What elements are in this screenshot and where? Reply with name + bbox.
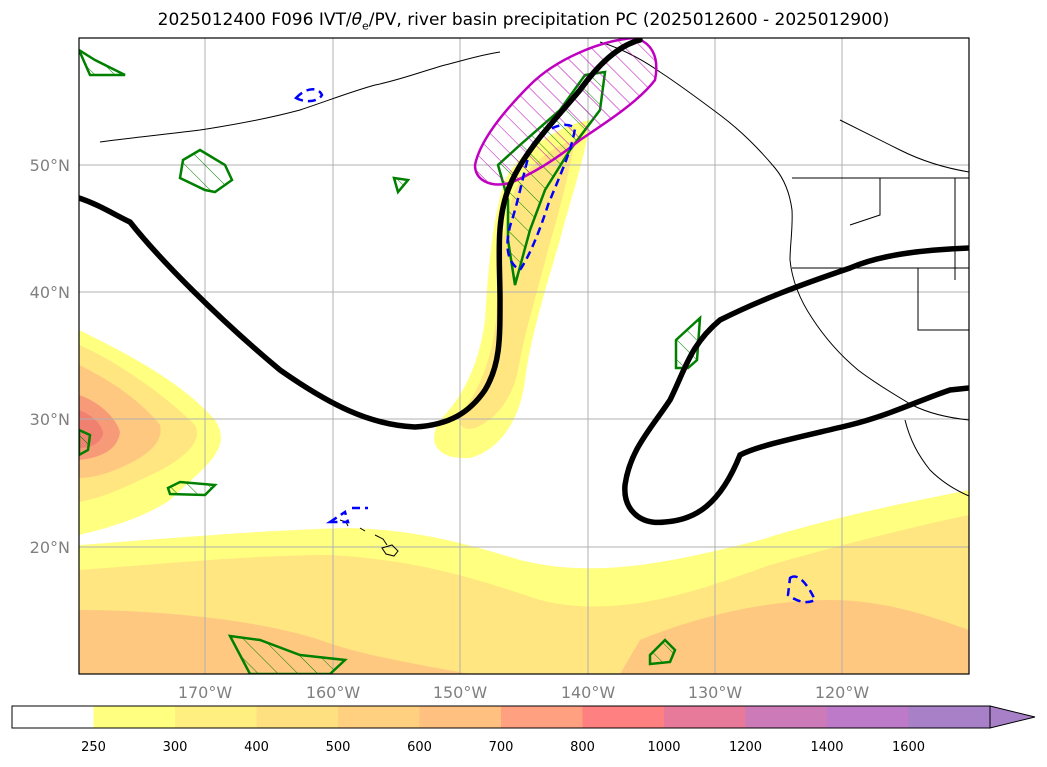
colorbar-tick-label: 1400	[810, 740, 843, 755]
lat-label-50n: 50°N	[30, 156, 70, 175]
lon-label-160w: 160°W	[306, 683, 361, 702]
theta-symbol: θ	[351, 10, 362, 30]
ivt-band-south-orange	[79, 365, 969, 674]
title-rest-text: /PV, river basin precipitation PC (20250…	[368, 10, 890, 30]
green-contour-south1	[166, 480, 218, 497]
map-title: 2025012400 F096 IVT/θe/PV, river basin p…	[0, 10, 1047, 32]
colorbar-tick-label: 1000	[647, 740, 680, 755]
colorbar-extend-arrow	[989, 705, 1036, 729]
green-contour-south3	[648, 638, 677, 666]
ivt-atmospheric-river	[434, 120, 590, 459]
colorbar-swatch	[93, 706, 176, 728]
green-contour-south2	[227, 634, 348, 674]
colorbar-swatch	[419, 706, 502, 728]
alaska-canada-coast	[599, 41, 969, 421]
colorbar-swatch	[827, 706, 909, 728]
lon-label-170w: 170°W	[178, 683, 233, 702]
blue-contours	[294, 88, 817, 604]
lon-label-130w: 130°W	[688, 683, 743, 702]
green-contour-west	[79, 428, 92, 457]
colorbar-tick-label: 1600	[892, 740, 925, 755]
colorbar-swatch	[745, 706, 828, 728]
colorbar-tick-label: 250	[81, 740, 106, 755]
blue-contour-aleutian	[294, 88, 324, 103]
ivt-plume-mid	[459, 140, 575, 429]
colorbar-tick-label: 400	[244, 740, 269, 755]
lat-label-20n: 20°N	[30, 538, 70, 557]
colorbar-swatch	[501, 706, 583, 728]
colorbar-swatch	[338, 706, 420, 728]
lon-label-140w: 140°W	[561, 683, 616, 702]
colorbar-swatch	[908, 706, 991, 728]
map-frame	[78, 37, 970, 675]
green-contour-nw-corner	[79, 48, 126, 77]
colorbar-swatch	[256, 706, 339, 728]
pv-line-cutoff	[622, 245, 969, 526]
colorbar-swatch	[175, 706, 257, 728]
blue-contour-ar	[506, 123, 577, 272]
colorbar-tick-label: 300	[163, 740, 188, 755]
pv-line-trough	[79, 38, 643, 430]
aleutian-coast	[99, 51, 501, 143]
colorbar-tick-label: 500	[326, 740, 351, 755]
lat-label-40n: 40°N	[30, 283, 70, 302]
green-contour-small	[392, 176, 411, 195]
ivt-colorbar: 250 300 400 500 600 700 800 1000 1200 1400 1600	[11, 705, 1036, 755]
pv-contour-lines	[79, 38, 969, 526]
colorbar-tick-label: 1200	[729, 740, 762, 755]
title-run-text: 2025012400 F096 IVT/	[157, 10, 352, 30]
us-state-borders	[792, 177, 969, 331]
baja-coast	[904, 419, 969, 497]
bc-inner-coast	[839, 119, 969, 173]
lat-label-30n: 30°N	[30, 410, 70, 429]
green-contour-central	[674, 314, 702, 370]
colorbar-swatch	[582, 706, 665, 728]
colorbar-swatch	[12, 706, 94, 728]
colorbar-frame	[11, 705, 991, 729]
colorbar-tick-label: 800	[570, 740, 595, 755]
map-plot-area	[79, 38, 969, 674]
colorbar-tick-label: 600	[407, 740, 432, 755]
colorbar-tick-label: 700	[489, 740, 514, 755]
lon-label-150w: 150°W	[433, 683, 488, 702]
theta-subscript: e	[362, 19, 369, 33]
ivt-band-south-mid	[79, 345, 969, 674]
lon-label-120w: 120°W	[815, 683, 870, 702]
blue-contour-hawaii	[325, 506, 368, 524]
green-contour-pacific-nw	[178, 148, 234, 194]
colorbar-swatch	[664, 706, 746, 728]
